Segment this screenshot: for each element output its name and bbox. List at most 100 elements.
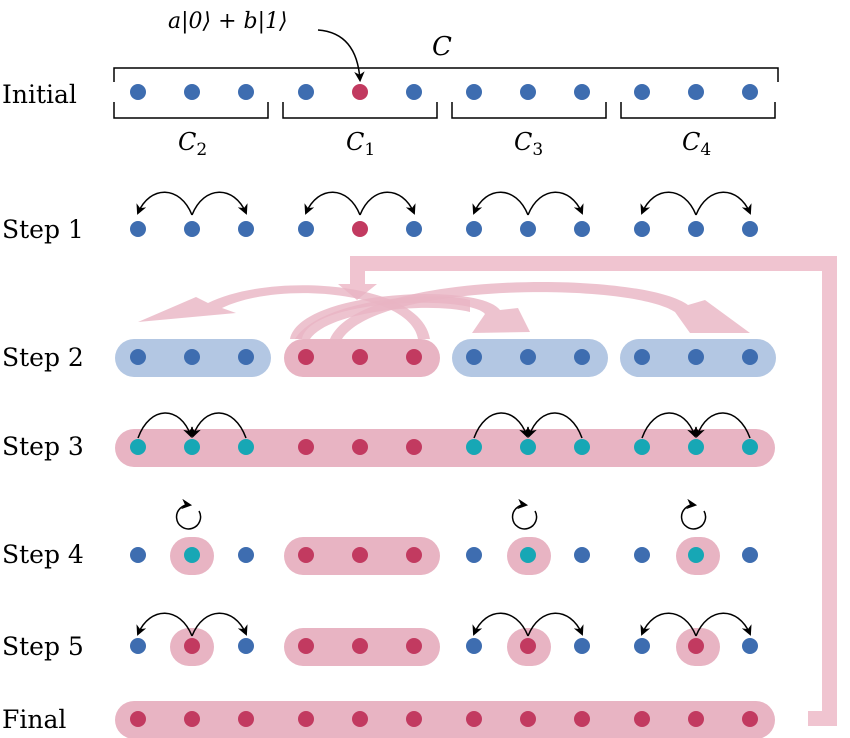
- qubit-step3-7: [466, 439, 482, 455]
- qubit-step2-3: [238, 349, 254, 365]
- row-label-step-3: Step 3: [2, 432, 84, 461]
- qubit-step5-7: [466, 638, 482, 654]
- qubit-step5-10: [634, 638, 650, 654]
- qubit-initial-1: [130, 84, 146, 100]
- qubit-final-2: [184, 711, 200, 727]
- qubit-step4-7: [466, 547, 482, 563]
- qubit-initial-2: [184, 84, 200, 100]
- qubit-initial-4: [298, 84, 314, 100]
- qubit-step5-1: [130, 638, 146, 654]
- qubit-step2-9: [574, 349, 590, 365]
- qubit-step3-8: [520, 439, 536, 455]
- qubit-step4-6: [406, 547, 422, 563]
- qubit-step2-1: [130, 349, 146, 365]
- qubit-step1-11: [688, 221, 704, 237]
- qubit-step2-7: [466, 349, 482, 365]
- brace-main: [113, 67, 779, 82]
- qubit-final-10: [634, 711, 650, 727]
- qubit-step2-8: [520, 349, 536, 365]
- sub-brace-label-c1: C1: [346, 128, 375, 160]
- qubit-step5-6: [406, 638, 422, 654]
- state-annotation: a|0⟩ + b|1⟩: [168, 9, 288, 34]
- qubit-step3-2: [184, 439, 200, 455]
- qubit-initial-11: [688, 84, 704, 100]
- qubit-initial-12: [742, 84, 758, 100]
- qubit-step3-1: [130, 439, 146, 455]
- qubit-final-5: [352, 711, 368, 727]
- qubit-step4-12: [742, 547, 758, 563]
- qubit-step1-7: [466, 221, 482, 237]
- step1-arrows: [136, 191, 752, 216]
- qubit-step4-1: [130, 547, 146, 563]
- qubit-initial-3: [238, 84, 254, 100]
- qubit-step3-6: [406, 439, 422, 455]
- qubit-final-11: [688, 711, 704, 727]
- qubit-step5-2: [184, 638, 200, 654]
- qubit-initial-6: [406, 84, 422, 100]
- step3-arrows: [137, 412, 751, 439]
- qubit-step1-1: [130, 221, 146, 237]
- qubit-step1-10: [634, 221, 650, 237]
- qubit-step3-9: [574, 439, 590, 455]
- qubit-step2-6: [406, 349, 422, 365]
- feedback-loop: [338, 256, 837, 726]
- qubit-step2-12: [742, 349, 758, 365]
- row-label-step-2: Step 2: [2, 343, 84, 372]
- qubit-step1-5: [352, 221, 368, 237]
- qubit-step5-3: [238, 638, 254, 654]
- qubit-initial-8: [520, 84, 536, 100]
- qubit-final-7: [466, 711, 482, 727]
- qubit-final-1: [130, 711, 146, 727]
- qubit-step5-11: [688, 638, 704, 654]
- row-label-step-4: Step 4: [2, 540, 84, 569]
- qubit-step2-2: [184, 349, 200, 365]
- qubit-step5-9: [574, 638, 590, 654]
- qubit-step3-11: [688, 439, 704, 455]
- qubit-step4-8: [520, 547, 536, 563]
- qubit-step4-2: [184, 547, 200, 563]
- qubit-step5-12: [742, 638, 758, 654]
- qubit-initial-5: [352, 84, 368, 100]
- row-label-step-5: Step 5: [2, 632, 84, 661]
- final-group: [115, 701, 775, 738]
- sub-brace-label-c3: C3: [514, 128, 543, 160]
- qubit-final-3: [238, 711, 254, 727]
- qubit-step5-5: [352, 638, 368, 654]
- qubit-step3-4: [298, 439, 314, 455]
- qubit-step3-10: [634, 439, 650, 455]
- qubit-step2-10: [634, 349, 650, 365]
- qubit-grid: [130, 84, 758, 727]
- qubit-step4-11: [688, 547, 704, 563]
- brace-main-label: C: [432, 32, 452, 62]
- qubit-step1-8: [520, 221, 536, 237]
- qubit-step4-5: [352, 547, 368, 563]
- qubit-step4-9: [574, 547, 590, 563]
- qubit-final-4: [298, 711, 314, 727]
- qubit-step1-12: [742, 221, 758, 237]
- qubit-step1-6: [406, 221, 422, 237]
- qubit-step3-12: [742, 439, 758, 455]
- qubit-step2-11: [688, 349, 704, 365]
- qubit-step2-4: [298, 349, 314, 365]
- qubit-step4-3: [238, 547, 254, 563]
- qubit-initial-9: [574, 84, 590, 100]
- qubit-initial-7: [466, 84, 482, 100]
- step3-group: [115, 429, 775, 467]
- step4-rotation-icons: [175, 498, 707, 530]
- sub-braces: [113, 102, 776, 119]
- row-label-final: Final: [2, 705, 66, 734]
- step2-groups: [115, 339, 776, 377]
- step5-arrows: [136, 612, 752, 637]
- sub-brace-label-c4: C4: [682, 128, 711, 160]
- qubit-step3-3: [238, 439, 254, 455]
- qubit-step5-4: [298, 638, 314, 654]
- qubit-step1-9: [574, 221, 590, 237]
- qubit-final-12: [742, 711, 758, 727]
- qubit-step1-4: [298, 221, 314, 237]
- sub-brace-label-c2: C2: [178, 128, 207, 160]
- qubit-final-6: [406, 711, 422, 727]
- qubit-step5-8: [520, 638, 536, 654]
- qubit-step1-3: [238, 221, 254, 237]
- qubit-step1-2: [184, 221, 200, 237]
